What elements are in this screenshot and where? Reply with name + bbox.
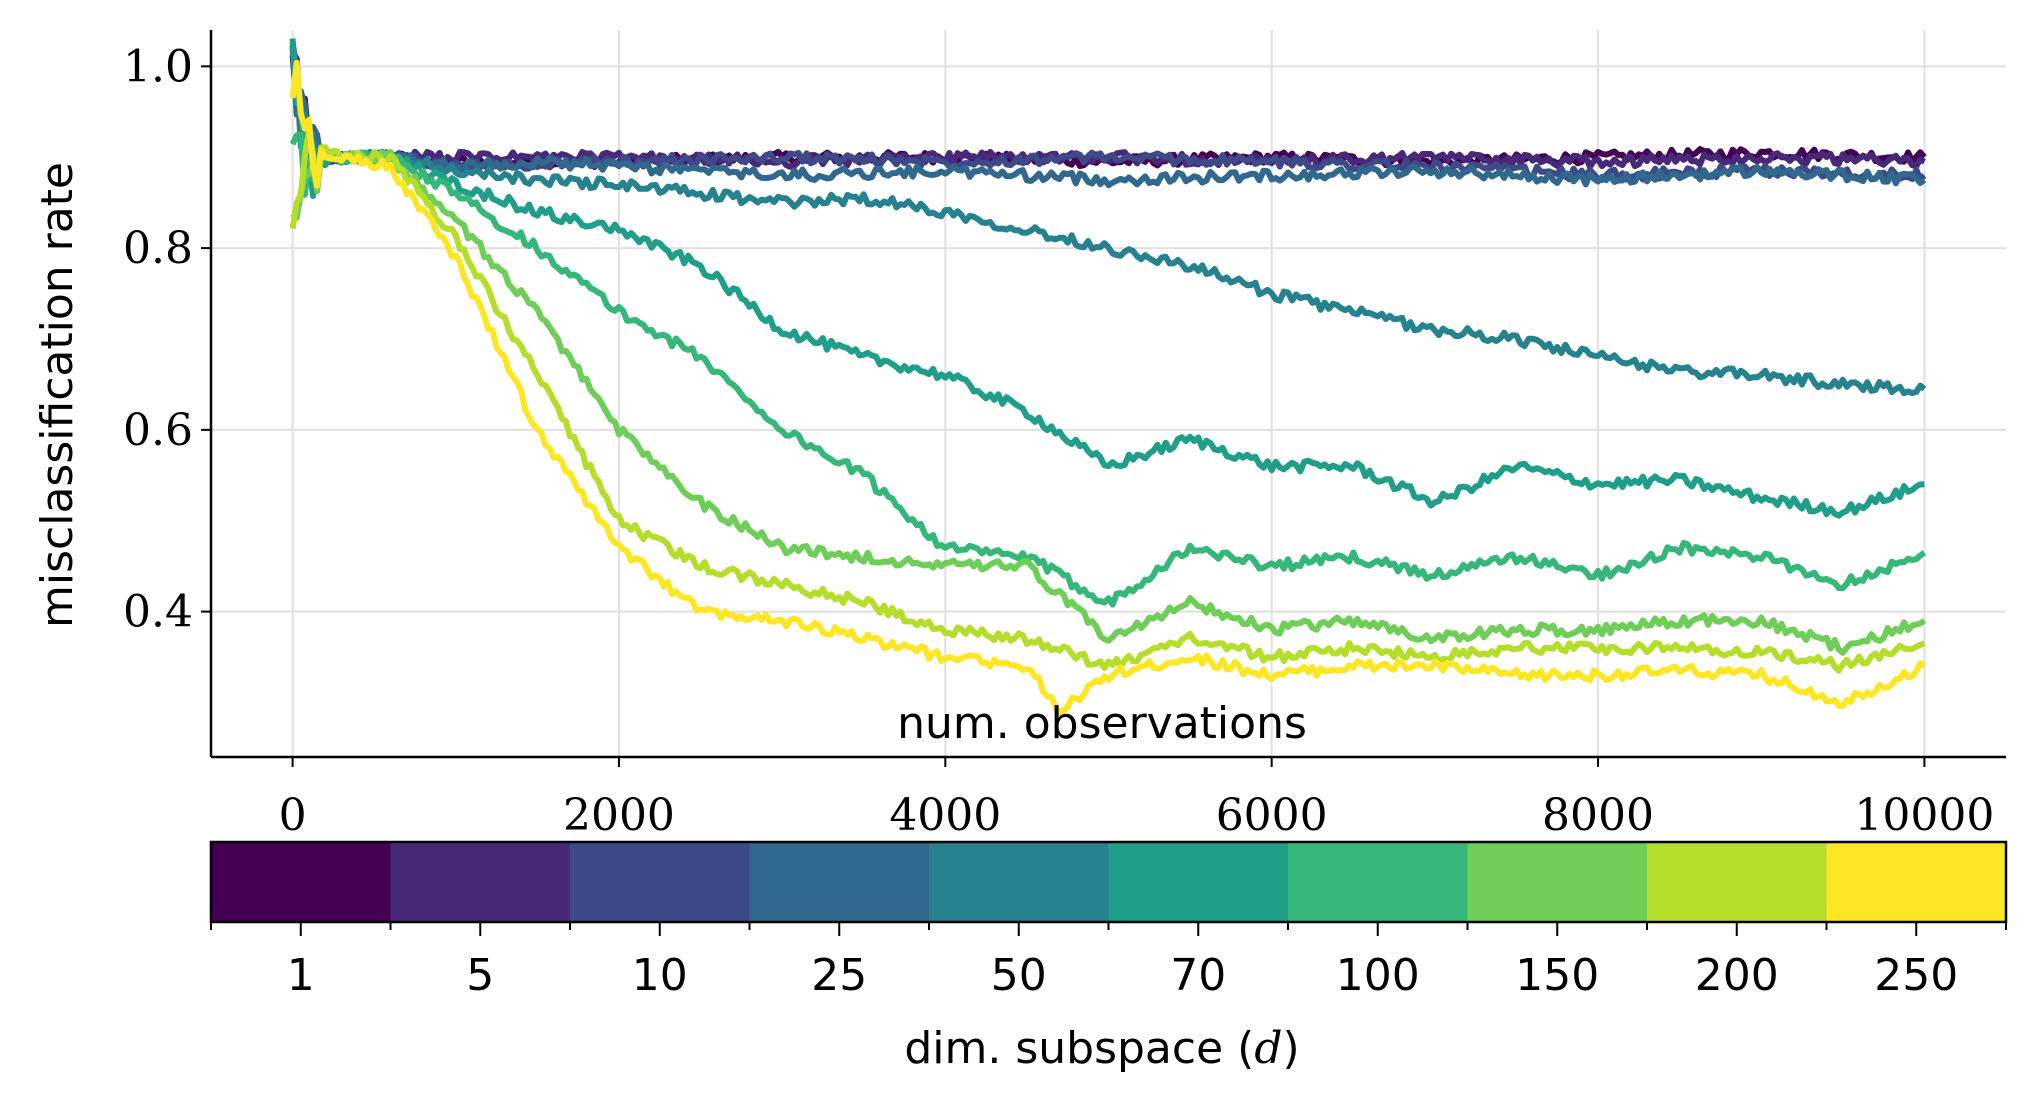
series-line-d50 xyxy=(289,41,1927,397)
x-tick-label: 8000 xyxy=(1542,790,1654,841)
series-lines xyxy=(289,38,1927,718)
series-line-d5 xyxy=(290,50,1926,176)
series-line-d200 xyxy=(289,126,1926,674)
colorbar-label: dim. subspace (d) xyxy=(904,1023,1299,1074)
colorbar-tick-label: 100 xyxy=(1336,950,1420,1001)
x-axis-label: num. observations xyxy=(897,698,1307,749)
y-tick-label: 0.4 xyxy=(123,587,193,638)
colorbar-label-text: dim. subspace ( xyxy=(904,1023,1254,1074)
series-line-d150 xyxy=(290,149,1927,656)
colorbar-tick-label: 250 xyxy=(1874,950,1958,1001)
colorbar-label-end: ) xyxy=(1282,1023,1299,1074)
colorbar-segment xyxy=(1467,842,1648,922)
colorbar-tick-label: 50 xyxy=(991,950,1047,1001)
y-axis-label: misclassification rate xyxy=(32,162,83,628)
colorbar-tick-label: 200 xyxy=(1695,950,1779,1001)
series-line-d25 xyxy=(289,45,1927,189)
axes xyxy=(209,30,2006,759)
colorbar-segment xyxy=(211,842,391,922)
colorbar-tick-label: 150 xyxy=(1515,950,1599,1001)
y-tick-label: 1.0 xyxy=(123,41,193,92)
y-tick-label: 0.8 xyxy=(123,223,193,274)
colorbar-segment xyxy=(1288,842,1468,922)
series-line-d250 xyxy=(289,59,1927,718)
colorbar-segment xyxy=(929,842,1109,922)
y-axis-ticks: 0.4 0.6 0.8 1.0 xyxy=(123,41,211,638)
colorbar: 1 5 10 25 50 70 100 150 200 250 xyxy=(209,840,2008,1001)
colorbar-label-variable: d xyxy=(1254,1023,1282,1074)
x-tick-label: 4000 xyxy=(889,790,1001,841)
colorbar-segment xyxy=(1647,842,1827,922)
x-tick-label: 10000 xyxy=(1854,790,1994,841)
series-line-d100 xyxy=(289,131,1927,608)
x-tick-label: 0 xyxy=(279,790,307,841)
colorbar-tick-label: 25 xyxy=(811,950,867,1001)
colorbar-segment xyxy=(1108,842,1289,922)
x-axis-ticks: 0 2000 4000 6000 8000 10000 xyxy=(279,757,1994,841)
colorbar-tick-label: 10 xyxy=(632,950,688,1001)
colorbar-tick-label: 5 xyxy=(466,950,494,1001)
y-tick-label: 0.6 xyxy=(123,405,193,456)
x-tick-label: 2000 xyxy=(563,790,675,841)
x-tick-label: 6000 xyxy=(1216,790,1328,841)
colorbar-tick-label: 70 xyxy=(1170,950,1226,1001)
colorbar-segment xyxy=(749,842,930,922)
colorbar-segment xyxy=(570,842,750,922)
colorbar-tick-label: 1 xyxy=(287,950,315,1001)
colorbar-segment xyxy=(1826,842,2007,922)
colorbar-segment xyxy=(390,842,571,922)
series-line-d70 xyxy=(289,38,1925,519)
